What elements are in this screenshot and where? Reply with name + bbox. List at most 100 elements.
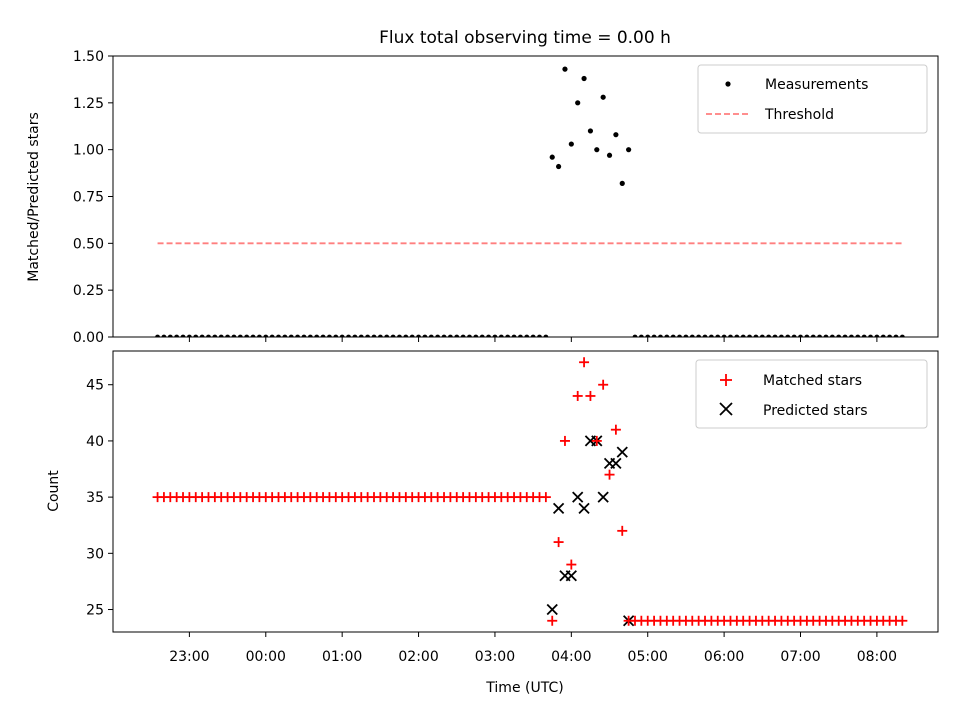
- top-y-tick-label-4: 1.00: [73, 143, 104, 159]
- measurement-point-zero-1-6: [670, 334, 676, 337]
- measurement-point-zero-0-2: [167, 334, 173, 337]
- matched-point-7: [591, 435, 602, 446]
- predicted-point-8-b: [597, 491, 609, 503]
- matched-point-4: [572, 390, 583, 401]
- predicted-point-0-b: [546, 603, 558, 616]
- legend-measurements-label: Measurements: [765, 77, 868, 93]
- measurement-point-zero-0-48: [460, 334, 466, 337]
- top-y-tick-label-1: 0.25: [73, 283, 104, 299]
- bottom-y-tick-label-1: 30: [86, 546, 104, 562]
- bottom-y-tick-label-2: 35: [86, 490, 104, 506]
- matched-point-12: [623, 615, 634, 626]
- top-y-tick-label-2: 0.50: [73, 236, 104, 252]
- matched-point-0: [547, 615, 558, 626]
- x-tick-label-0: 23:00: [169, 649, 209, 665]
- bottom-frame: [112, 350, 939, 633]
- matched-point-3: [566, 559, 577, 570]
- chart-title: Flux total observing time = 0.00 h: [379, 28, 671, 48]
- measurement-point-zero-0-51: [479, 334, 485, 337]
- measurement-point-zero-0-60: [537, 334, 542, 337]
- top-y-tick-label-5: 1.25: [73, 96, 104, 112]
- measurement-point-zero-0-55: [505, 334, 511, 337]
- measurement-point-zero-1-38: [874, 334, 880, 337]
- x-tick-label-3: 02:00: [398, 649, 438, 665]
- top-y-tick-label-3: 0.75: [73, 190, 104, 206]
- measurement-point-zero-0-47: [454, 334, 460, 337]
- predicted-point-4: [572, 491, 584, 503]
- x-tick-label-1: 00:00: [246, 649, 286, 665]
- measurement-point-zero-1-15: [728, 334, 733, 337]
- measurement-point-zero-1-33: [842, 334, 848, 337]
- measurement-point-zero-1-17: [740, 334, 746, 337]
- measurement-point-zero-1-35: [855, 334, 861, 337]
- measurement-point-zero-1-23: [779, 334, 784, 337]
- measurement-point-zero-0-21: [288, 334, 294, 337]
- measurement-point-zero-1-11: [702, 334, 708, 337]
- measurement-point-zero-0-45: [441, 334, 447, 337]
- measurement-point-zero-0-17: [263, 334, 269, 337]
- measurement-point-zero-0-19: [276, 334, 281, 337]
- measurement-point-zero-1-1: [638, 334, 644, 337]
- measurement-point-zero-1-40: [887, 334, 893, 337]
- predicted-point-4-b: [572, 491, 584, 503]
- measurement-point-zero-1-14: [721, 334, 727, 337]
- matched-point-5: [579, 357, 590, 368]
- measurement-point-zero-1-29: [817, 334, 822, 337]
- top-y-axis-label: Matched/Predicted stars: [26, 112, 42, 282]
- measurement-point-zero-0-16: [257, 334, 262, 337]
- measurement-point-zero-0-22: [295, 334, 301, 337]
- measurement-point-zero-1-16: [734, 334, 740, 337]
- predicted-point-3: [565, 570, 577, 582]
- measurement-point-zero-1-27: [804, 334, 810, 337]
- bottom-plot-area: [152, 357, 908, 627]
- measurement-point-zero-1-20: [759, 334, 765, 337]
- x-tick-label-6: 05:00: [628, 649, 668, 665]
- measurement-point-zero-1-36: [861, 334, 867, 337]
- measurement-point-zero-0-54: [498, 334, 504, 337]
- bottom-panel: 25 30 35 40 45: [86, 350, 939, 637]
- measurement-point-zero-0-24: [307, 334, 313, 337]
- measurement-point-zero-0-53: [492, 334, 498, 337]
- measurement-point-1: [556, 163, 562, 170]
- measurement-point-zero-1-26: [798, 334, 803, 337]
- measurement-point-9: [606, 152, 613, 158]
- measurement-point-zero-0-61: [543, 334, 549, 337]
- x-tick-label-9: 08:00: [857, 649, 897, 665]
- measurement-point-zero-0-27: [327, 334, 332, 337]
- x-axis-ticks: 23:00 00:00 01:00 02:00 03:00 04:00 05:00 06:00…: [169, 649, 897, 665]
- predicted-point-3-b: [565, 570, 577, 582]
- measurement-point-zero-0-58: [524, 334, 530, 337]
- measurement-point-zero-1-10: [696, 334, 702, 337]
- legend-matched-label: Matched stars: [763, 373, 862, 389]
- bottom-y-axis-label: Count: [46, 470, 62, 512]
- predicted-point-5: [578, 502, 590, 514]
- measurement-point-zero-0-10: [218, 334, 224, 337]
- matched-point-10: [610, 424, 621, 435]
- top-plot-area: [155, 66, 905, 337]
- measurement-point-5: [581, 75, 587, 82]
- measurement-point-zero-1-12: [708, 334, 714, 337]
- measurement-point-3: [568, 141, 574, 147]
- measurement-point-zero-1-4: [658, 334, 663, 337]
- bottom-y-tick-label-3: 40: [86, 434, 104, 450]
- measurement-point-zero-1-24: [785, 334, 791, 337]
- bottom-legend-box: [695, 359, 928, 429]
- legend-threshold-label: Threshold: [764, 107, 834, 123]
- predicted-point-1-b: [552, 502, 565, 514]
- measurement-point-zero-0-13: [237, 334, 243, 337]
- measurement-point-zero-1-21: [766, 334, 772, 337]
- measurement-point-zero-1-31: [829, 334, 835, 337]
- x-tick-label-5: 04:00: [551, 649, 591, 665]
- measurement-point-zero-0-1: [161, 334, 167, 337]
- measurement-point-zero-0-38: [397, 334, 402, 337]
- measurement-point-0: [549, 154, 555, 160]
- matched-point-6: [585, 390, 596, 401]
- measurement-point-zero-1-30: [823, 334, 829, 337]
- predicted-point-10-b: [610, 457, 622, 470]
- x-tick-label-4: 03:00: [475, 649, 515, 665]
- measurement-point-zero-0-7: [199, 334, 205, 337]
- measurement-point-zero-1-9: [689, 334, 695, 337]
- measurement-point-zero-1-42: [899, 334, 905, 337]
- legend-predicted-label: Predicted stars: [763, 403, 868, 419]
- matched-point-9: [604, 469, 615, 480]
